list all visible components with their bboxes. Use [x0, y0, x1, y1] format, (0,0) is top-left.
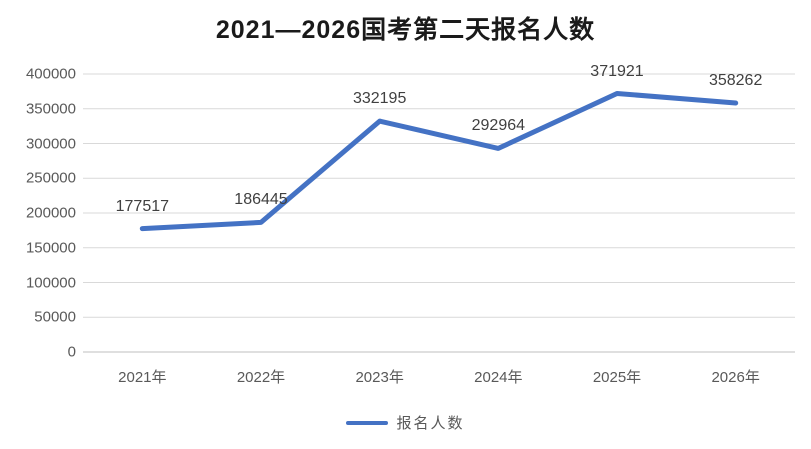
data-label: 177517 — [115, 197, 170, 215]
data-label: 186445 — [234, 191, 288, 209]
y-tick-label: 100000 — [25, 274, 76, 291]
y-tick-label: 0 — [67, 343, 76, 361]
y-tick-label: 350000 — [25, 100, 76, 118]
x-tick-label: 2023年 — [355, 369, 404, 386]
data-label: 358262 — [708, 72, 763, 89]
legend: 报名人数 — [0, 412, 811, 433]
chart-title: 2021—2026国考第二天报名人数 — [215, 16, 596, 44]
x-tick-label: 2022年 — [236, 369, 286, 386]
data-label: 371921 — [590, 62, 644, 80]
y-tick-label: 150000 — [25, 239, 76, 257]
y-tick-label: 50000 — [34, 308, 76, 326]
x-tick-label: 2026年 — [711, 369, 760, 386]
y-tick-label: 250000 — [25, 169, 76, 187]
x-tick-label: 2024年 — [474, 369, 523, 386]
y-tick-label: 300000 — [25, 135, 76, 152]
x-tick-label: 2021年 — [118, 369, 167, 386]
data-label: 332195 — [352, 90, 407, 108]
y-tick-label: 400000 — [25, 65, 76, 83]
series-line — [139, 91, 739, 232]
legend-line-marker-icon — [346, 420, 389, 425]
legend-series-label: 报名人数 — [396, 415, 465, 432]
y-tick-label: 200000 — [25, 204, 76, 222]
x-tick-label: 2025年 — [592, 369, 642, 386]
data-label: 292964 — [471, 117, 526, 135]
